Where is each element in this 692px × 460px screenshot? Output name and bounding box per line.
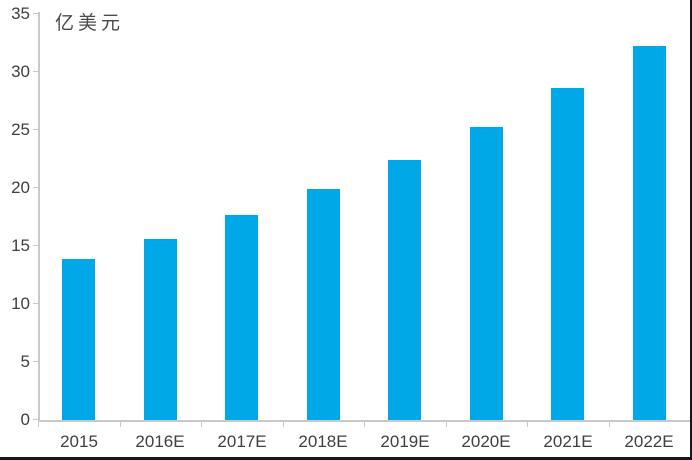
- bar-2019E: [388, 160, 421, 420]
- y-axis-line: [38, 12, 40, 420]
- y-axis-tick-mark: [33, 187, 38, 188]
- y-axis-tick-label: 10: [11, 294, 30, 313]
- y-axis-tick-mark: [33, 419, 38, 420]
- bar-2018E: [307, 189, 340, 420]
- x-axis-tick-mark: [283, 422, 284, 427]
- y-axis-tick-label: 15: [11, 236, 30, 255]
- x-axis-tick-mark: [690, 422, 691, 427]
- x-axis-tick-mark: [527, 422, 528, 427]
- x-axis-category-label: 2017E: [217, 432, 267, 451]
- y-axis-tick-mark: [33, 245, 38, 246]
- x-axis-category-label: 2018E: [298, 432, 348, 451]
- x-axis-tick-mark: [364, 422, 365, 427]
- x-axis-category-label: 2020E: [461, 432, 511, 451]
- y-axis-tick-mark: [33, 361, 38, 362]
- x-axis-category-label: 2019E: [380, 432, 430, 451]
- x-axis-category-label: 2021E: [543, 432, 593, 451]
- y-axis-tick-mark: [33, 303, 38, 304]
- x-axis-tick-mark: [120, 422, 121, 427]
- x-axis-tick-mark: [609, 422, 610, 427]
- x-axis-tick-mark: [446, 422, 447, 427]
- x-axis-category-label: 2015: [60, 432, 98, 451]
- y-axis-tick-mark: [33, 13, 38, 14]
- x-axis-tick-mark: [38, 422, 39, 427]
- y-axis-tick-label: 30: [11, 62, 30, 81]
- y-axis-tick-label: 35: [11, 4, 30, 23]
- x-axis-line: [38, 420, 690, 422]
- bar-2015: [62, 259, 95, 420]
- y-axis-tick-label: 25: [11, 120, 30, 139]
- y-axis-unit-label: 亿美元: [55, 12, 125, 34]
- bar-2020E: [470, 127, 503, 420]
- bar-2022E: [633, 46, 666, 420]
- x-axis-tick-mark: [201, 422, 202, 427]
- bar-2021E: [551, 88, 584, 420]
- y-axis-tick-label: 5: [20, 352, 30, 371]
- y-axis-tick-mark: [33, 71, 38, 72]
- y-axis-tick-label: 0: [20, 410, 30, 429]
- y-axis-tick-label: 20: [11, 178, 30, 197]
- bar-2016E: [144, 239, 177, 420]
- x-axis-category-label: 2016E: [135, 432, 185, 451]
- x-axis-category-label: 2022E: [624, 432, 674, 451]
- y-axis-tick-mark: [33, 129, 38, 130]
- bar-2017E: [225, 215, 258, 420]
